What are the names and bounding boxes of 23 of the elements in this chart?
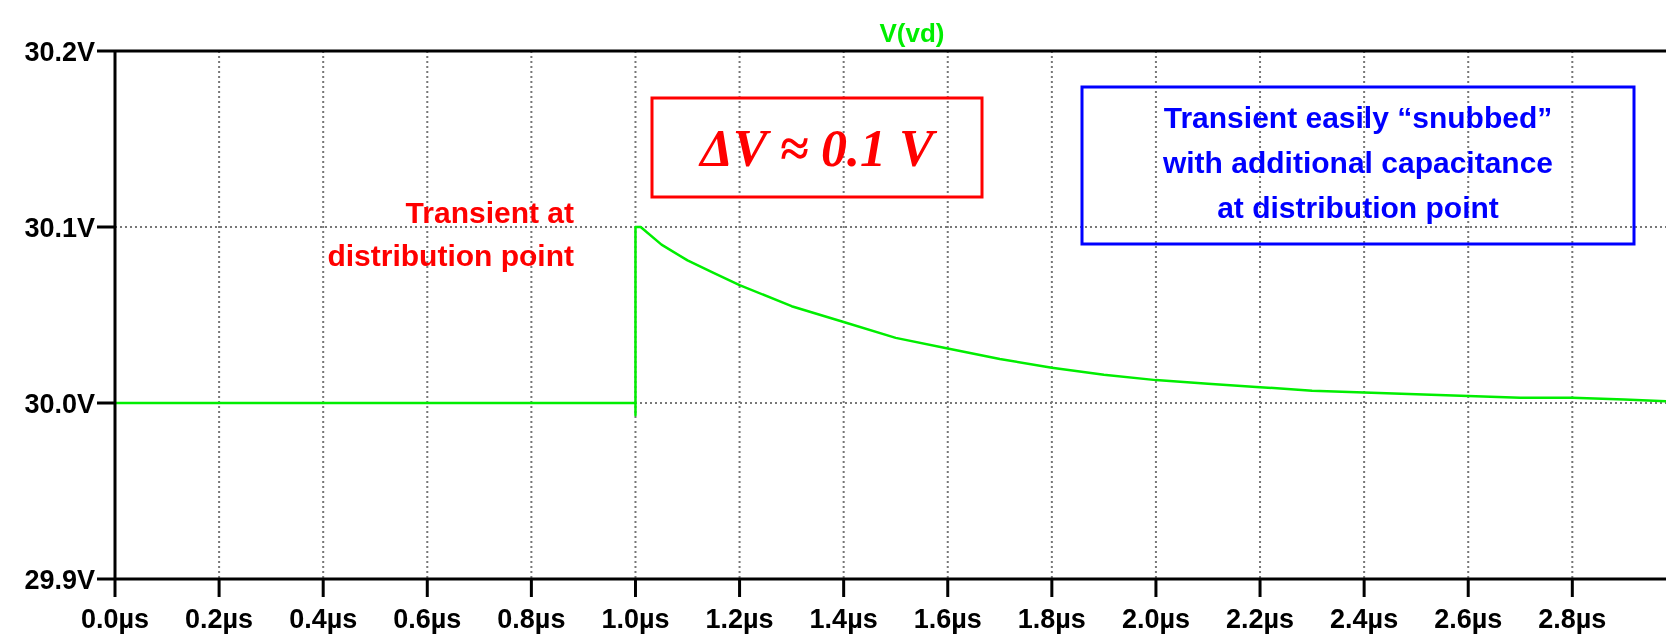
x-tick-label: 1.8µs bbox=[1017, 604, 1086, 634]
x-tick-label: 1.2µs bbox=[705, 604, 774, 634]
x-tick-label: 2.4µs bbox=[1330, 604, 1399, 634]
y-tick-label: 30.1V bbox=[24, 213, 95, 243]
x-tick-label: 2.0µs bbox=[1121, 604, 1190, 634]
x-tick-label: 2.2µs bbox=[1225, 604, 1295, 634]
x-tick-label: 1.6µs bbox=[913, 604, 982, 634]
x-tick-label: 0.2µs bbox=[185, 604, 254, 634]
chart-title: V(vd) bbox=[879, 18, 945, 48]
x-tick-label: 1.0µs bbox=[601, 604, 670, 634]
x-tick-label: 2.8µs bbox=[1538, 604, 1607, 634]
x-tick-label: 0.8µs bbox=[497, 604, 566, 634]
x-tick-label: 2.6µs bbox=[1434, 604, 1503, 634]
x-tick-label: 1.4µs bbox=[809, 604, 878, 634]
y-tick-label: 30.0V bbox=[24, 389, 95, 419]
x-tick-label: 0.4µs bbox=[289, 604, 358, 634]
y-tick-label: 29.9V bbox=[24, 565, 95, 595]
y-tick-label: 30.2V bbox=[24, 37, 95, 67]
annotation: Transient at distribution point bbox=[327, 196, 575, 272]
annotation: Transient easily “snubbed” with additional capacitance at distribution point bbox=[1161, 101, 1554, 224]
x-tick-label: 0.0µs bbox=[80, 604, 150, 634]
annotation: ΔV ≈ 0.1 V bbox=[698, 120, 939, 177]
x-tick-label: 0.6µs bbox=[393, 604, 462, 634]
